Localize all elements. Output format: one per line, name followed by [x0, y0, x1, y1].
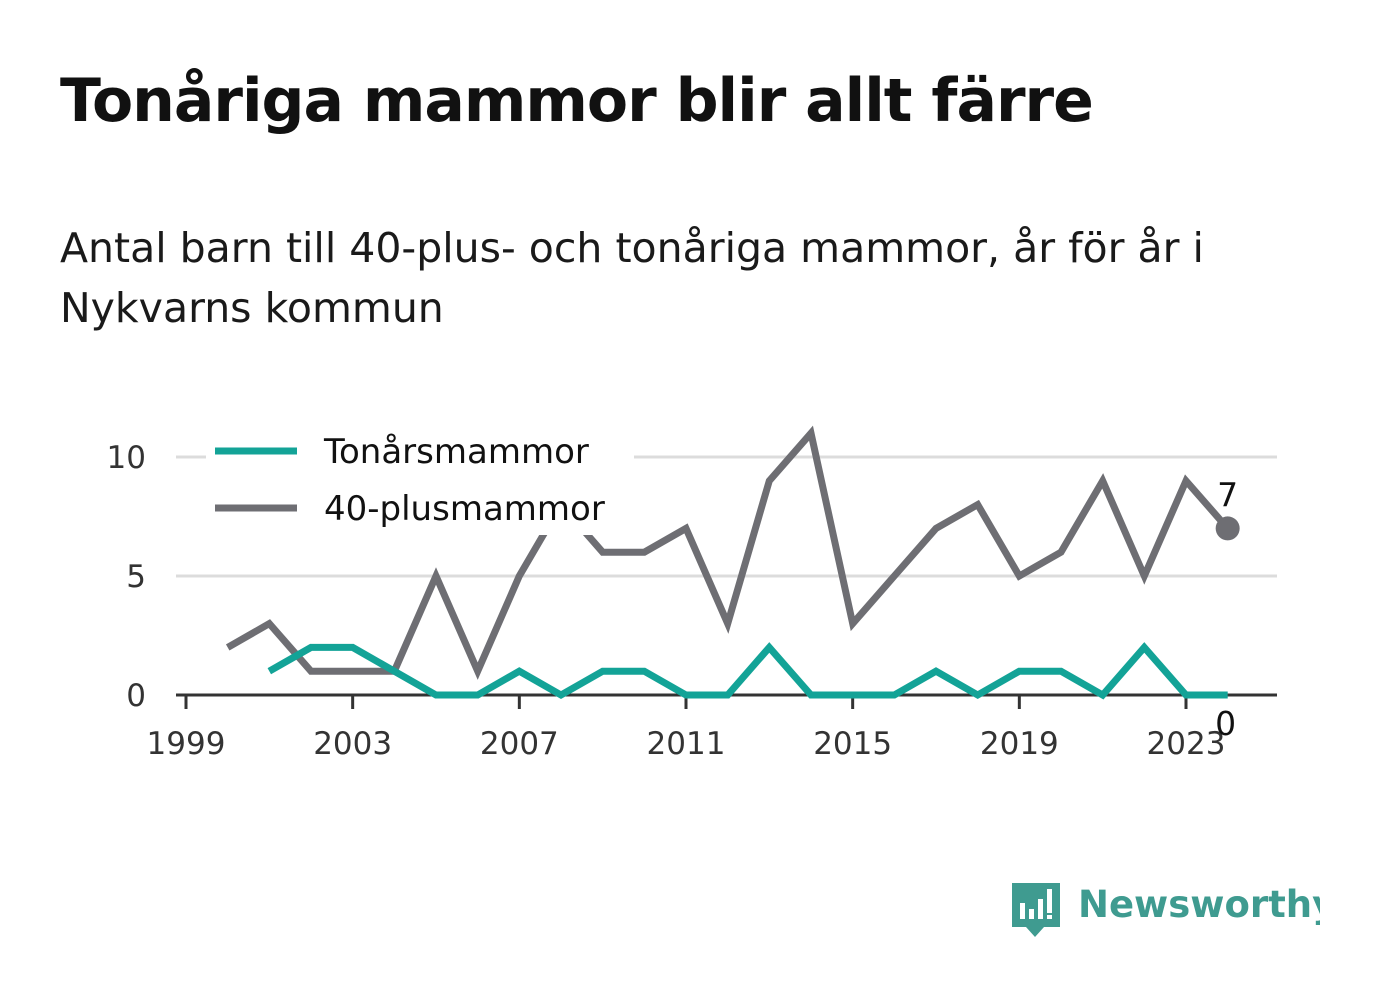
x-tick-label: 2003 [313, 726, 392, 762]
x-tick-label: 2007 [480, 726, 559, 762]
y-tick-label: 0 [126, 678, 146, 714]
end-labels: 70 [1215, 475, 1240, 743]
legend-label: 40-plusmammor [324, 489, 605, 529]
newsworthy-logo-icon [1012, 883, 1060, 937]
brand-logo: Newsworthy [1012, 883, 1320, 937]
y-tick-label: 5 [126, 559, 146, 595]
y-axis-ticks: 0 5 10 [107, 440, 146, 714]
y-tick-label: 10 [107, 440, 146, 476]
x-tick-label: 2011 [647, 726, 726, 762]
x-tick-label: 2023 [1147, 726, 1226, 762]
legend-background [206, 425, 634, 535]
series-line-tonarsmammor [267, 642, 1228, 700]
end-value-label: 0 [1215, 704, 1236, 743]
legend: Tonårsmammor 40-plusmammor [206, 425, 634, 535]
legend-label: Tonårsmammor [323, 432, 589, 472]
series-lines [225, 425, 1231, 700]
end-value-label: 7 [1217, 475, 1238, 514]
brand-name: Newsworthy [1078, 883, 1320, 926]
x-axis: 1999 2003 2007 2011 2015 2019 2023 [147, 693, 1277, 762]
x-tick-label: 2019 [980, 726, 1059, 762]
end-point-marker [1215, 516, 1240, 541]
chart-subtitle: Antal barn till 40-plus- och tonåriga ma… [60, 224, 1204, 332]
chart-title: Tonåriga mammor blir allt färre [60, 66, 1094, 136]
x-tick-label: 1999 [147, 726, 226, 762]
x-tick-label: 2015 [813, 726, 892, 762]
